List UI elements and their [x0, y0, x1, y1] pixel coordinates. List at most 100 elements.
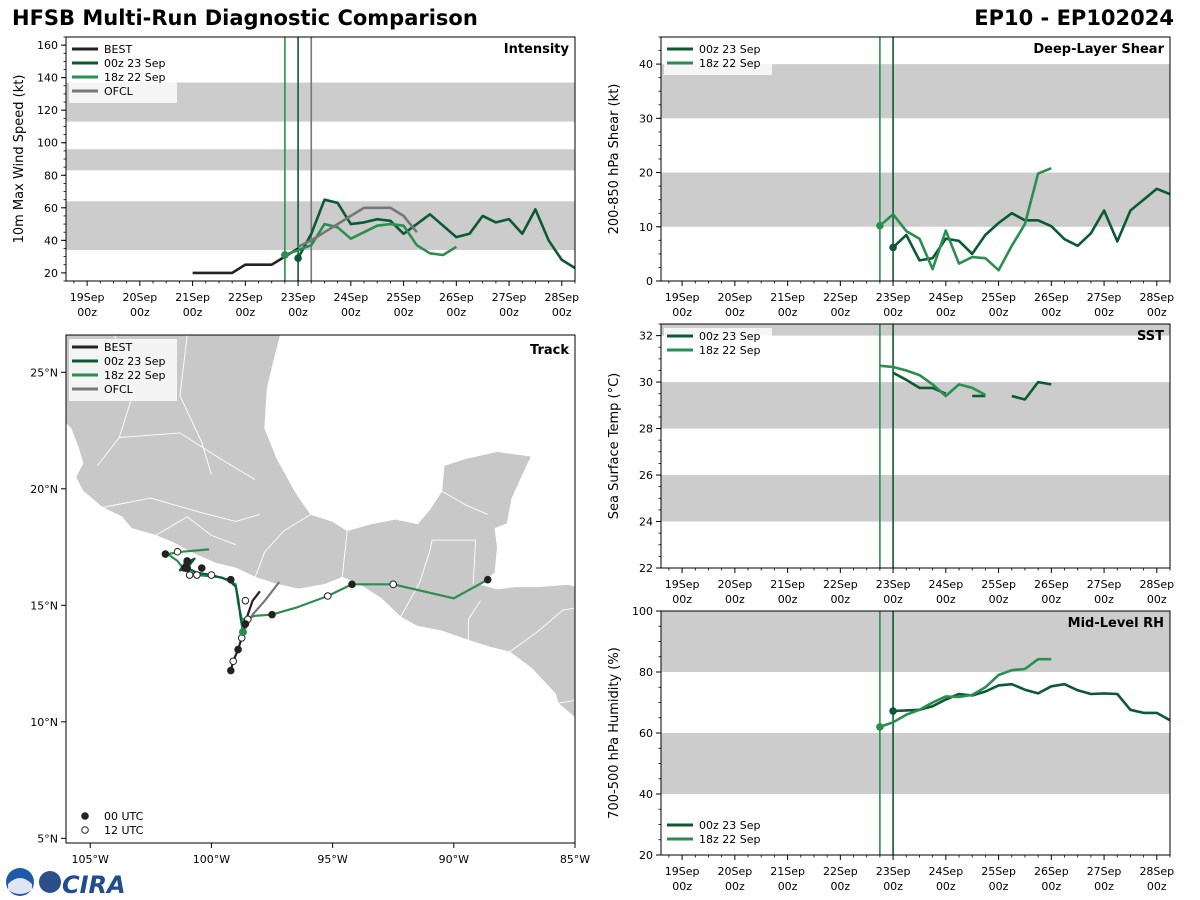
init-point-marker [889, 707, 897, 715]
storm-id: EP10 - EP102024 [974, 6, 1174, 30]
track-00utc-marker [227, 666, 235, 675]
x-tick-sublabel: 00z [830, 306, 850, 319]
sst-legend-label: 18z 22 Sep [699, 344, 761, 357]
y-axis-label: 10m Max Wind Speed (kt) [12, 75, 27, 244]
lat-tick-label: 10°N [30, 716, 58, 729]
y-tick-label: 140 [37, 72, 58, 85]
x-tick-sublabel: 00z [989, 306, 1009, 319]
x-tick-label: 27Sep [1087, 578, 1122, 591]
intensity-legend-label: 18z 22 Sep [104, 71, 166, 84]
x-tick-label: 27Sep [1087, 865, 1122, 878]
noaa-wave-icon [8, 878, 32, 894]
admin-boundary [557, 699, 575, 704]
x-tick-label: 24Sep [928, 291, 963, 304]
x-tick-label: 21Sep [175, 291, 210, 304]
x-tick-label: 21Sep [770, 578, 805, 591]
admin-boundary [400, 539, 477, 618]
x-tick-sublabel: 00z [725, 880, 745, 893]
y-tick-label: 60 [639, 727, 653, 740]
track-legend-label: BEST [104, 341, 132, 354]
x-tick-sublabel: 00z [883, 593, 903, 606]
threshold-band [661, 324, 1170, 336]
intensity-legend-label: BEST [104, 43, 132, 56]
track-12utc-marker [173, 547, 182, 556]
y-tick-label: 20 [44, 267, 58, 280]
x-tick-label: 28Sep [1139, 578, 1174, 591]
legend-background [69, 41, 177, 103]
legend-background [664, 328, 772, 362]
x-tick-sublabel: 00z [672, 306, 692, 319]
track-00utc-marker [483, 575, 492, 584]
x-tick-sublabel: 00z [672, 880, 692, 893]
axes-frame [660, 323, 1171, 569]
series-group [192, 198, 575, 275]
map-frame [65, 334, 576, 844]
x-tick-sublabel: 00z [1147, 593, 1167, 606]
x-tick-label: 20Sep [717, 578, 752, 591]
admin-boundary [441, 490, 488, 515]
legend-00utc-label: 00 UTC [104, 810, 144, 823]
x-tick-label: 23Sep [281, 291, 316, 304]
y-axis-label: Sea Surface Temp (°C) [607, 373, 622, 520]
csu-emblem-icon [39, 871, 61, 893]
track-12utc-marker [193, 571, 201, 579]
x-tick-sublabel: 00z [1094, 306, 1114, 319]
x-tick-sublabel: 00z [778, 880, 798, 893]
x-tick-label: 19Sep [70, 291, 105, 304]
lon-tick-label: 100°W [193, 853, 230, 866]
x-tick-sublabel: 00z [1041, 306, 1061, 319]
y-tick-label: 26 [639, 469, 653, 482]
x-tick-sublabel: 00z [235, 306, 255, 319]
x-tick-label: 22Sep [228, 291, 263, 304]
x-tick-sublabel: 00z [1041, 880, 1061, 893]
x-tick-label: 20Sep [717, 865, 752, 878]
x-tick-label: 21Sep [770, 865, 805, 878]
y-tick-label: 20 [639, 167, 653, 180]
threshold-band [66, 149, 575, 171]
admin-boundary [254, 514, 312, 578]
series-line-00z-23-sep [296, 198, 575, 270]
lat-tick-label: 25°N [30, 366, 58, 379]
track-00utc-marker [268, 610, 276, 619]
x-tick-label: 25Sep [386, 291, 421, 304]
cira-logo: CIRA [6, 868, 126, 899]
x-tick-label: 24Sep [928, 865, 963, 878]
x-tick-sublabel: 00z [989, 593, 1009, 606]
x-tick-sublabel: 00z [778, 306, 798, 319]
x-tick-sublabel: 00z [1147, 306, 1167, 319]
panel-title: Intensity [504, 42, 570, 57]
x-tick-sublabel: 00z [883, 306, 903, 319]
track-12utc-marker [229, 657, 238, 666]
panel-title: Deep-Layer Shear [1033, 42, 1164, 57]
x-tick-sublabel: 00z [725, 593, 745, 606]
lat-tick-label: 15°N [30, 599, 58, 612]
x-tick-label: 19Sep [665, 865, 700, 878]
track-00utc-marker [183, 564, 191, 572]
x-tick-sublabel: 00z [672, 593, 692, 606]
x-tick-label: 21Sep [770, 291, 805, 304]
land-mexico-central-america [66, 335, 575, 719]
legend-12utc-label: 12 UTC [104, 824, 144, 837]
y-tick-label: 10 [639, 221, 653, 234]
threshold-band [661, 733, 1170, 794]
track-map-panel: 105°W 100°W 95°W 90°W 85°W 5°N 10°N 15°N 20°N 25°… [30, 334, 590, 866]
x-tick-label: 22Sep [823, 578, 858, 591]
x-tick-sublabel: 00z [830, 593, 850, 606]
x-tick-sublabel: 00z [1041, 593, 1061, 606]
y-tick-label: 40 [44, 234, 58, 247]
lat-tick-label: 5°N [37, 832, 58, 845]
admin-boundary [341, 530, 348, 578]
track-legend-label: OFCL [104, 383, 134, 396]
x-tick-label: 22Sep [823, 865, 858, 878]
y-tick-label: 160 [37, 39, 58, 52]
x-tick-label: 26Sep [1034, 865, 1069, 878]
x-tick-label: 19Sep [665, 291, 700, 304]
legend-background [664, 817, 772, 851]
shear-legend-label: 18z 22 Sep [699, 57, 761, 70]
series-group [879, 364, 1052, 401]
series-line-00z-23-sep [893, 682, 1170, 722]
y-tick-label: 100 [632, 605, 653, 618]
init-point-marker [294, 254, 302, 263]
intensity-panel: 20 40 60 80 100 120 140 160 19Sep 00z 20Sep 00z 21Se… [12, 36, 579, 319]
